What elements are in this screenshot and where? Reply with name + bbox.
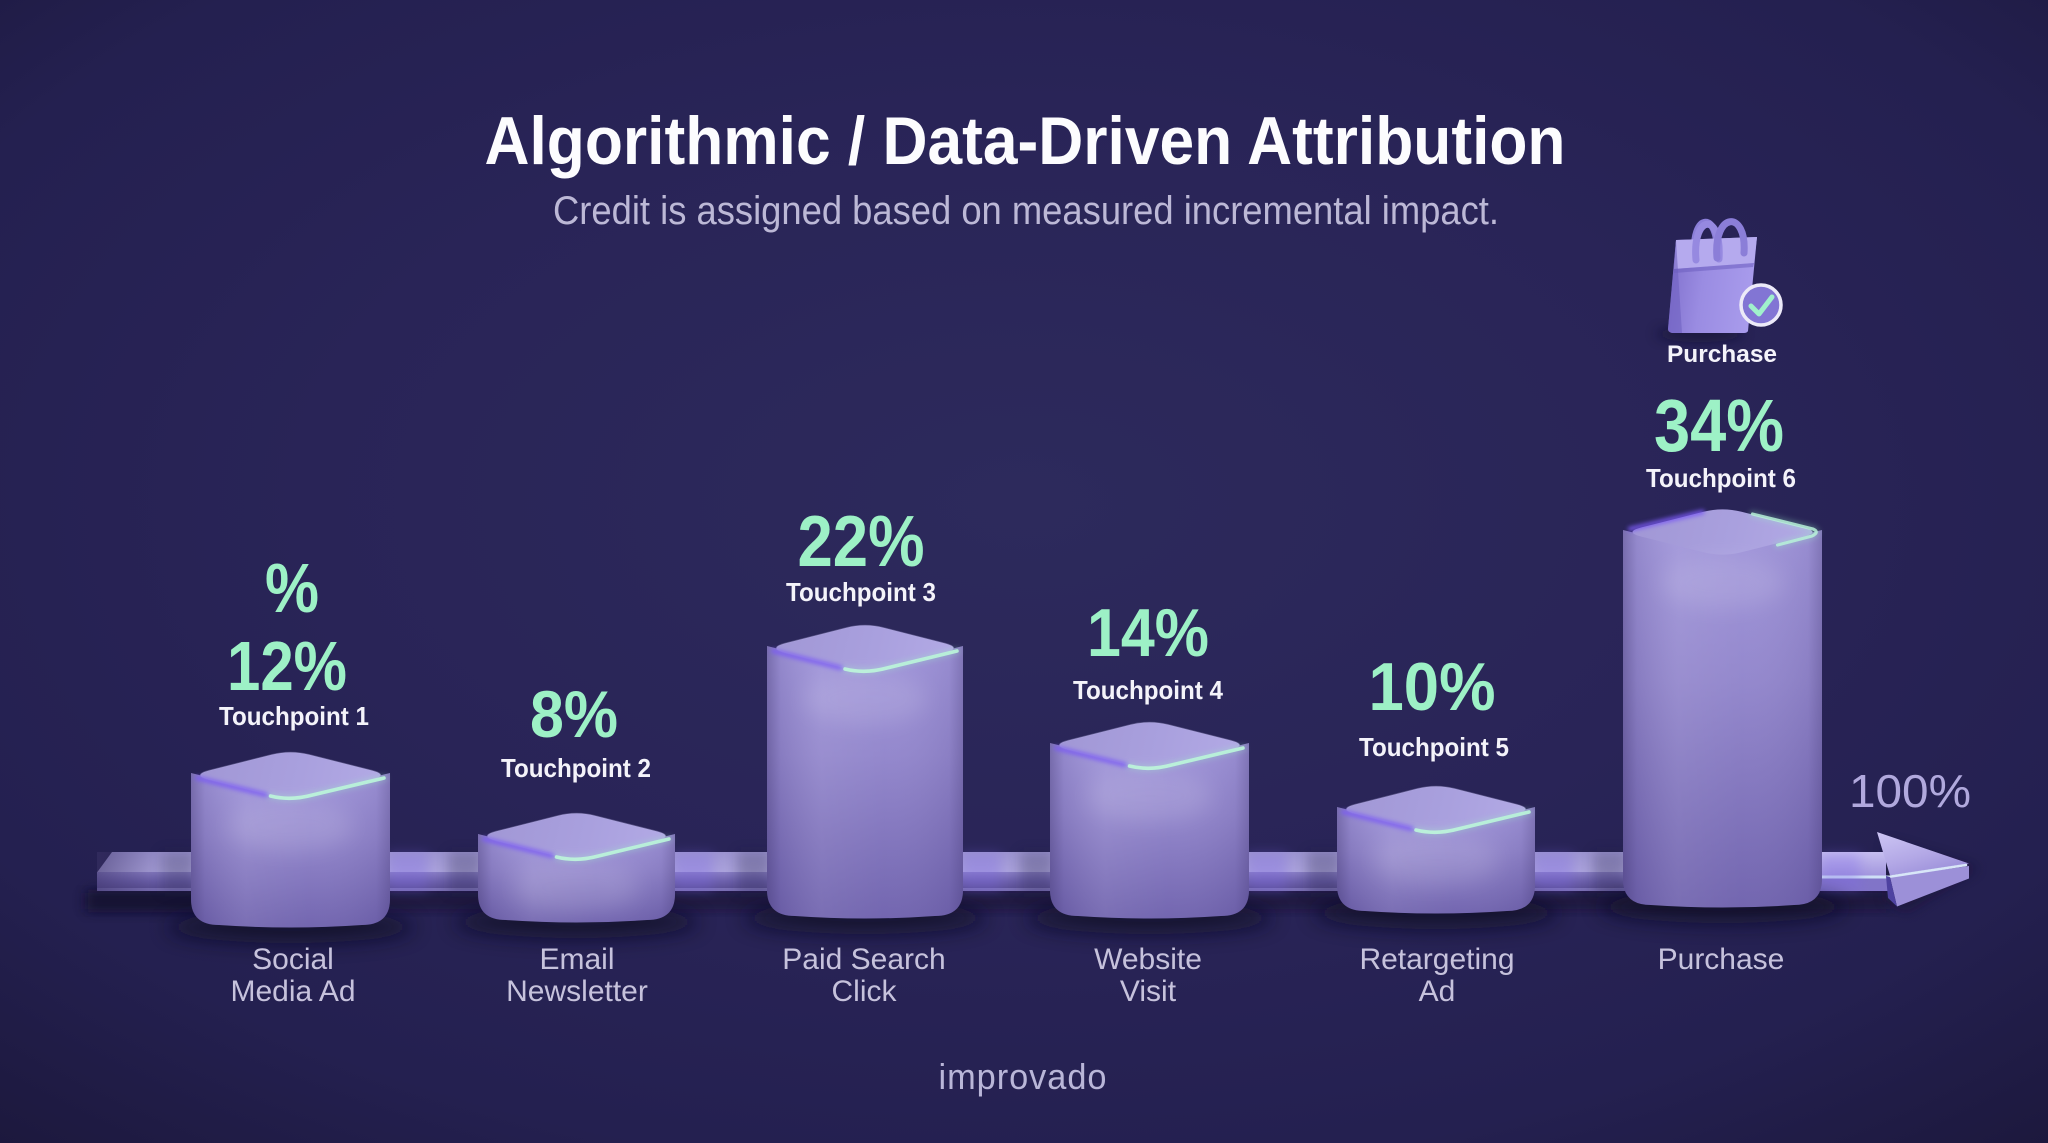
svg-text:Touchpoint 3: Touchpoint 3: [786, 577, 936, 607]
svg-text:Touchpoint 1: Touchpoint 1: [219, 701, 369, 731]
svg-text:100%: 100%: [1849, 765, 1971, 817]
svg-text:10%: 10%: [1369, 649, 1496, 725]
svg-text:Touchpoint 4: Touchpoint 4: [1073, 675, 1223, 705]
svg-text:Algorithmic / Data-Driven Attr: Algorithmic / Data-Driven Attribution: [485, 103, 1566, 179]
svg-text:Newsletter: Newsletter: [506, 975, 648, 1008]
svg-text:8%: 8%: [530, 677, 618, 751]
svg-text:Touchpoint 2: Touchpoint 2: [501, 753, 651, 783]
svg-text:22%: 22%: [798, 502, 925, 582]
svg-text:Paid Search: Paid Search: [782, 943, 945, 976]
svg-text:Retargeting: Retargeting: [1359, 943, 1514, 976]
svg-text:improvado: improvado: [939, 1056, 1108, 1097]
svg-text:Purchase: Purchase: [1667, 341, 1777, 368]
svg-text:Touchpoint 5: Touchpoint 5: [1359, 732, 1509, 762]
svg-text:Email: Email: [539, 943, 614, 976]
svg-text:Click: Click: [832, 975, 898, 1008]
svg-text:Website: Website: [1094, 943, 1202, 976]
svg-text:Visit: Visit: [1120, 975, 1177, 1008]
svg-text:Purchase: Purchase: [1658, 943, 1785, 976]
svg-text:Ad: Ad: [1419, 975, 1456, 1008]
svg-text:12%: 12%: [227, 627, 347, 705]
svg-text:Touchpoint 6: Touchpoint 6: [1646, 463, 1796, 493]
svg-text:%: %: [265, 549, 319, 627]
svg-text:14%: 14%: [1087, 595, 1209, 671]
svg-text:Media Ad: Media Ad: [230, 975, 355, 1008]
svg-text:Social: Social: [252, 943, 334, 976]
svg-text:Credit is assigned based on me: Credit is assigned based on measured inc…: [553, 189, 1499, 233]
svg-text:34%: 34%: [1654, 384, 1784, 467]
